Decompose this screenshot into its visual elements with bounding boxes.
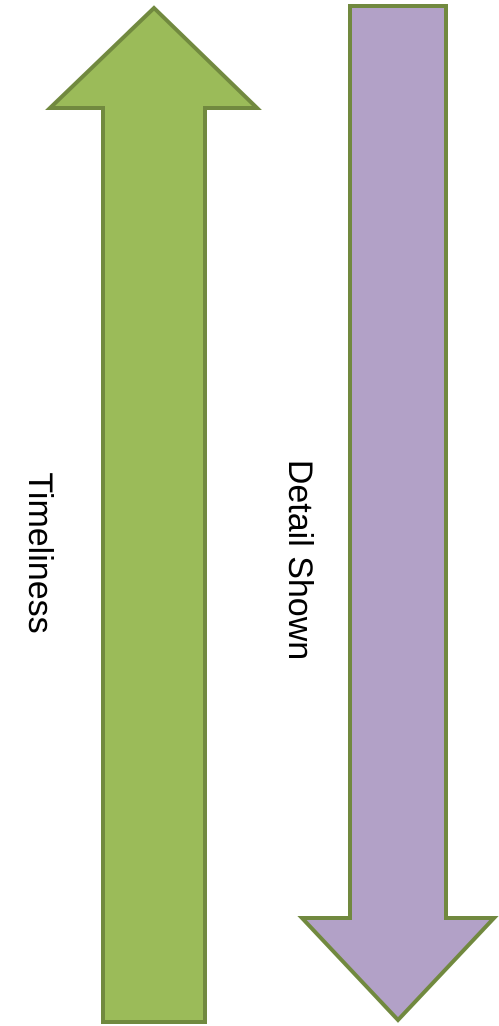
detail-shown-label: Detail Shown	[281, 459, 319, 661]
timeliness-arrow-up	[45, 5, 262, 1024]
timeliness-label: Timeliness	[21, 472, 59, 634]
detail-shown-arrow-down	[297, 4, 499, 1023]
